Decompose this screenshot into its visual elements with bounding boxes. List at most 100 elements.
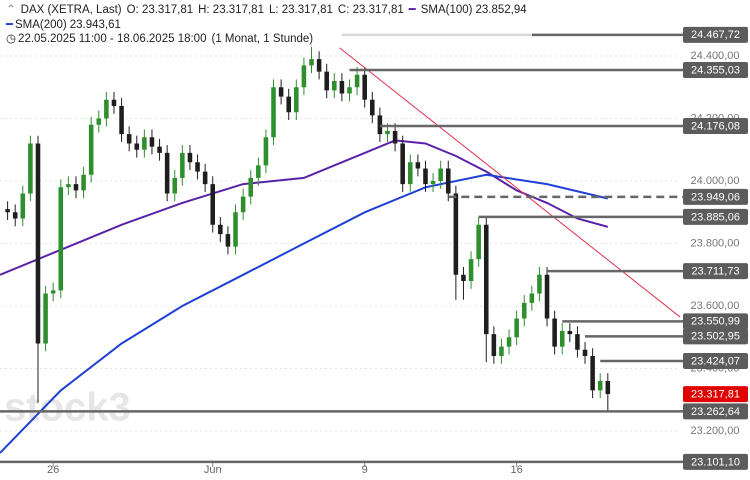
watermark: stock3 [4,386,131,430]
candle-body [81,174,86,191]
candle-body [142,137,147,150]
candle-body [445,168,451,194]
candle-body [119,106,124,135]
ohlc: L: 23.317,81 [268,4,333,16]
candle-body [88,124,94,175]
candle-body [248,177,254,197]
candle-body [537,274,542,294]
candle-body [339,81,345,94]
legend-value: 23.852,94 [475,4,527,16]
candle-body [294,87,299,113]
level-label: 24.467,72 [691,29,740,41]
candle-body [195,162,200,172]
candle-body [430,181,436,185]
candle-body [461,274,466,281]
candle-body [332,81,337,91]
collapse-icon[interactable]: ⌃ [6,4,16,16]
candle-body [43,293,48,344]
candle-body [309,59,314,66]
ohlc: C: 23.317,81 [337,4,404,16]
candle-body [370,99,375,116]
level-label: 23.885,06 [691,211,740,223]
candle-body [597,381,603,391]
candle-body [347,87,352,94]
level-label-box [683,403,748,420]
header-row: ◷ 22.05.2025 11:00 - 18.06.2025 18:00 (1 M… [6,32,532,47]
candle-body [240,196,246,213]
candle-body [408,162,413,185]
candle-body [362,74,367,100]
candle-body [415,162,421,169]
level-label-box [683,386,748,403]
level-label-box [683,352,748,369]
level-label-box [683,188,748,205]
candle-body [225,234,231,247]
legend-name: SMA(100) [420,4,473,16]
candle-body [575,334,580,350]
candle-body [423,168,428,185]
legend-swatch: ━ [6,18,13,31]
chart-header: ⌃ DAX (XETRA, Last) O: 23.317,81 H: 23.317,… [6,3,532,47]
ohlc: H: 23.317,81 [198,4,264,16]
candle-body [202,171,208,185]
y-tick-label: 23.200,00 [691,425,740,437]
level-label-box [683,313,748,330]
legend-value: 23.943,61 [69,18,121,31]
candle-body [256,165,261,178]
date-range: 22.05.2025 11:00 - 18.06.2025 18:00 [18,33,207,45]
x-tick-label: 9 [362,464,368,476]
level-label: 23.502,95 [691,331,740,343]
x-tick-label: 26 [47,464,59,476]
candle-body [483,224,489,335]
header-row: ⌃ DAX (XETRA, Last) O: 23.317,81 H: 23.317,… [6,3,532,18]
candle-body [149,137,155,147]
candle-body [218,224,223,235]
level-label: 23.424,07 [691,355,740,367]
candle-body [126,134,132,144]
candle-body [271,87,276,138]
candle-body [392,131,398,144]
candle-body [50,290,56,294]
candle-body [73,184,79,191]
trendline [339,47,681,318]
legend-name: SMA(200) [14,18,67,31]
candle-body [157,146,162,153]
candle-body [111,99,117,106]
candle-body [187,152,193,163]
symbol: DAX (XETRA, Last) [20,4,122,16]
candle-body [180,152,185,178]
level-label: 24.176,08 [691,120,740,132]
candle-body [529,293,535,303]
candle-body [28,143,33,194]
candle-body [278,87,284,97]
candle-body [567,331,573,335]
candle-body [210,184,216,225]
sma-line [0,173,609,454]
y-tick-label: 23.800,00 [691,237,740,249]
candle-body [58,187,64,291]
candle-body [96,118,102,125]
level-label-box [683,208,748,225]
candle-body [590,356,595,391]
candle-body [233,212,238,247]
candle-body [521,302,527,319]
candle-body [385,131,390,135]
candle-body [20,193,26,219]
candle-body [453,193,459,275]
level-label: 24.355,03 [691,64,740,76]
level-label: 23.262,64 [691,406,740,418]
level-label-box [683,117,748,134]
level-label-box [683,62,748,79]
candle-body [476,224,481,260]
candle-body [468,259,474,281]
candle-body [316,59,322,72]
header-row: ━ SMA(200) 23.943,61 [6,18,532,33]
candle-body [499,346,504,356]
candle-body [324,71,329,91]
level-label-box [683,328,748,345]
candle-body [552,318,557,347]
interval: (1 Monat, 1 Stunde) [211,33,314,45]
level-label-box [683,263,748,280]
candle-body [301,65,307,88]
candle-body [559,331,565,347]
